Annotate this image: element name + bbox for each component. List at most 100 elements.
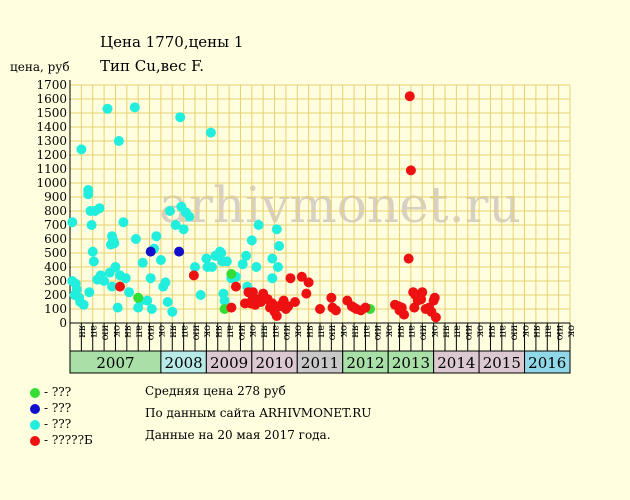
data-point	[151, 231, 162, 242]
y-tick-label: 0	[59, 316, 67, 330]
data-point	[207, 262, 218, 272]
month-label: ию	[190, 325, 201, 341]
data-point	[78, 299, 89, 310]
year-cell	[524, 350, 571, 374]
month-label: ян	[122, 325, 133, 338]
month-label: ян	[259, 325, 270, 338]
data-point	[170, 220, 181, 230]
data-point	[71, 284, 82, 295]
data-point	[67, 217, 78, 228]
data-point	[76, 144, 87, 155]
data-point	[195, 290, 206, 300]
month-label: ап	[406, 325, 417, 338]
year-label: 2013	[392, 354, 430, 372]
y-tick-label: 600	[44, 232, 67, 246]
y-tick-label: 1500	[36, 106, 67, 120]
data-point	[271, 311, 282, 321]
year-label: 2012	[346, 354, 384, 372]
year-label: 2014	[437, 354, 475, 372]
month-label: ию	[418, 325, 429, 341]
month-label: ап	[134, 325, 145, 338]
legend-item: - ???	[30, 417, 71, 431]
data-point	[137, 257, 148, 268]
month-label: ян	[77, 325, 88, 338]
data-point	[403, 253, 414, 264]
data-point	[301, 288, 312, 299]
data-point	[201, 253, 212, 264]
data-point	[246, 235, 257, 246]
data-point	[162, 297, 173, 307]
data-point	[216, 248, 227, 258]
data-point	[174, 246, 185, 257]
month-label: ап	[497, 325, 508, 338]
legend-item: - ???	[30, 385, 71, 399]
data-point	[296, 271, 307, 282]
data-point	[133, 292, 144, 303]
data-point	[129, 102, 140, 113]
month-label: ию	[327, 325, 338, 341]
data-point	[145, 246, 156, 257]
y-tick-label: 300	[44, 274, 67, 288]
data-point	[86, 220, 97, 230]
legend-label: - ???	[44, 385, 72, 399]
data-point	[155, 255, 166, 265]
scatter-chart: arhivmonet.ru 010020030040050060070080090…	[36, 78, 576, 374]
data-point	[226, 302, 237, 313]
data-point	[326, 292, 337, 303]
legend-marker-icon	[30, 435, 40, 446]
month-label: ию	[509, 325, 520, 341]
month-label: ок	[474, 325, 485, 338]
legend-label: - ???	[44, 401, 72, 415]
data-point	[267, 273, 278, 284]
data-point	[219, 295, 230, 306]
data-point	[237, 259, 248, 270]
month-label: ию	[463, 325, 474, 341]
y-tick-label: 400	[44, 260, 67, 274]
legend-item: - ???	[30, 401, 71, 415]
data-point	[84, 287, 95, 298]
y-axis-label: цена, руб	[10, 60, 70, 74]
month-label: ию	[372, 325, 383, 341]
year-label: 2009	[210, 354, 248, 372]
y-tick-label: 900	[44, 190, 67, 204]
month-label: ок	[384, 325, 395, 338]
y-tick-label: 1100	[36, 162, 67, 176]
data-point	[221, 256, 232, 267]
data-point	[405, 165, 416, 176]
month-label: ок	[565, 325, 576, 338]
info-source: По данным сайта ARHIVMONET.RU	[145, 406, 372, 420]
data-point	[165, 206, 175, 216]
month-label: ию	[145, 325, 156, 341]
y-tick-label: 1400	[36, 120, 67, 134]
month-label: ап	[224, 325, 235, 338]
data-point	[83, 189, 94, 200]
data-point	[205, 127, 216, 138]
info-date: Данные на 20 мая 2017 года.	[145, 428, 331, 442]
y-tick-label: 100	[44, 302, 67, 316]
data-point	[184, 211, 195, 222]
month-label: ок	[202, 325, 213, 338]
month-label: ок	[293, 325, 304, 338]
data-point	[130, 234, 141, 244]
watermark: arhivmonet.ru	[159, 176, 521, 234]
data-point	[88, 256, 99, 267]
data-point	[110, 262, 121, 272]
data-point	[247, 287, 258, 298]
data-point	[253, 220, 264, 230]
month-label: ап	[543, 325, 554, 338]
legend-item: - ?????Б	[30, 433, 93, 447]
data-point	[102, 103, 113, 114]
month-label: ап	[179, 325, 190, 338]
data-point	[109, 238, 120, 249]
data-point	[417, 287, 428, 298]
data-point	[274, 241, 285, 251]
year-label: 2015	[483, 354, 521, 372]
data-point	[118, 217, 129, 228]
year-label: 2008	[165, 354, 203, 372]
chart-title-line2: Тип Cu,вес F.	[100, 57, 205, 75]
data-point	[271, 224, 282, 235]
month-label: ап	[361, 325, 372, 338]
data-point	[429, 292, 440, 303]
data-point	[290, 297, 300, 307]
y-tick-label: 1000	[36, 176, 67, 190]
